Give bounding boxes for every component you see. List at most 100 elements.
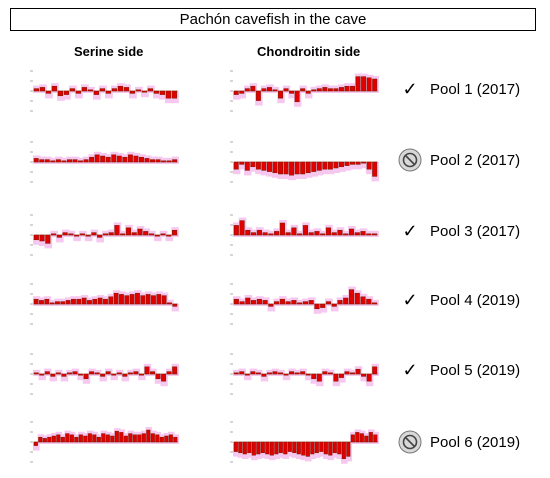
bar <box>245 297 251 305</box>
bar <box>278 161 283 175</box>
bar <box>71 298 76 305</box>
bar <box>366 161 372 170</box>
bar <box>105 371 111 375</box>
bar <box>161 373 167 382</box>
bar <box>72 159 78 163</box>
bar <box>260 441 265 454</box>
bar-shadow <box>105 91 113 99</box>
bar <box>285 232 291 236</box>
bar-chart-2-serine <box>30 141 179 183</box>
bar <box>166 234 172 237</box>
bar <box>171 90 178 99</box>
check-icon: ✓ <box>402 221 418 241</box>
bar <box>159 90 166 95</box>
bar <box>127 154 133 163</box>
bar-shadow <box>56 235 64 243</box>
bar <box>141 433 146 443</box>
bar-shadow <box>244 374 252 381</box>
bar-shadow <box>330 304 339 312</box>
bar <box>44 298 50 305</box>
bar <box>150 371 155 375</box>
bar <box>269 441 274 456</box>
check-icon: ✓ <box>402 79 418 99</box>
bar <box>300 371 306 375</box>
bar <box>148 233 155 236</box>
column-header-serine: Serine side <box>74 44 144 59</box>
bar <box>325 227 332 236</box>
bar <box>310 441 315 455</box>
bar <box>108 232 114 236</box>
bar <box>154 234 160 237</box>
bar <box>159 436 164 443</box>
bar <box>116 372 122 375</box>
bar-shadow <box>60 374 69 382</box>
pool-label: Pool 4 (2019) <box>430 291 521 309</box>
bar <box>172 159 178 163</box>
bar <box>78 434 83 443</box>
bar-shadow <box>63 91 71 100</box>
bar <box>268 233 274 236</box>
bar <box>93 90 100 95</box>
bar <box>135 292 140 305</box>
bar <box>283 88 289 92</box>
bar <box>97 297 103 305</box>
bar <box>262 300 268 305</box>
bar <box>266 87 272 92</box>
bar <box>289 371 295 375</box>
bar-shadow <box>360 374 368 382</box>
bar <box>108 296 114 305</box>
bar <box>63 90 70 95</box>
bar <box>114 225 120 236</box>
bar <box>140 295 146 305</box>
bar <box>138 373 144 376</box>
bar <box>294 161 300 175</box>
bar <box>292 441 297 454</box>
bar <box>279 222 285 236</box>
bar <box>75 90 82 94</box>
bar <box>366 233 372 236</box>
bar <box>61 373 67 377</box>
pool-label: Pool 3 (2017) <box>430 222 521 240</box>
bar <box>331 232 337 236</box>
bar <box>166 371 172 375</box>
bar <box>137 434 142 443</box>
bar <box>233 298 239 305</box>
bar <box>42 438 47 443</box>
bar <box>83 435 88 443</box>
bar <box>33 298 39 305</box>
bar <box>129 90 136 94</box>
bar-shadow <box>33 442 40 451</box>
bar <box>89 371 95 375</box>
pool-row: ✓ Pool 3 (2017) <box>396 218 520 244</box>
bar <box>78 160 83 163</box>
bar-shadow <box>38 374 46 381</box>
bar <box>45 234 51 244</box>
bar-shadow <box>159 91 167 100</box>
bar <box>322 87 328 92</box>
bar <box>272 371 278 375</box>
bar <box>155 373 161 380</box>
bar <box>343 233 349 236</box>
bar <box>44 159 50 163</box>
bar <box>300 161 306 175</box>
bar <box>156 294 162 305</box>
bar <box>348 228 355 236</box>
bar <box>94 154 100 163</box>
bar <box>250 161 256 168</box>
bar <box>256 229 262 236</box>
bar <box>92 298 98 305</box>
bar-chart-5-chondroitin <box>230 353 379 395</box>
bar <box>49 302 55 305</box>
bar <box>160 233 166 236</box>
bar <box>272 89 278 92</box>
bar <box>150 159 155 163</box>
bar <box>323 441 328 455</box>
bar-shadow <box>84 235 93 242</box>
bar <box>92 434 97 443</box>
bar-shadow <box>138 374 146 381</box>
bar <box>256 298 262 305</box>
bar <box>274 231 280 236</box>
bar <box>265 441 270 455</box>
bar <box>173 436 178 443</box>
bar <box>328 441 333 456</box>
